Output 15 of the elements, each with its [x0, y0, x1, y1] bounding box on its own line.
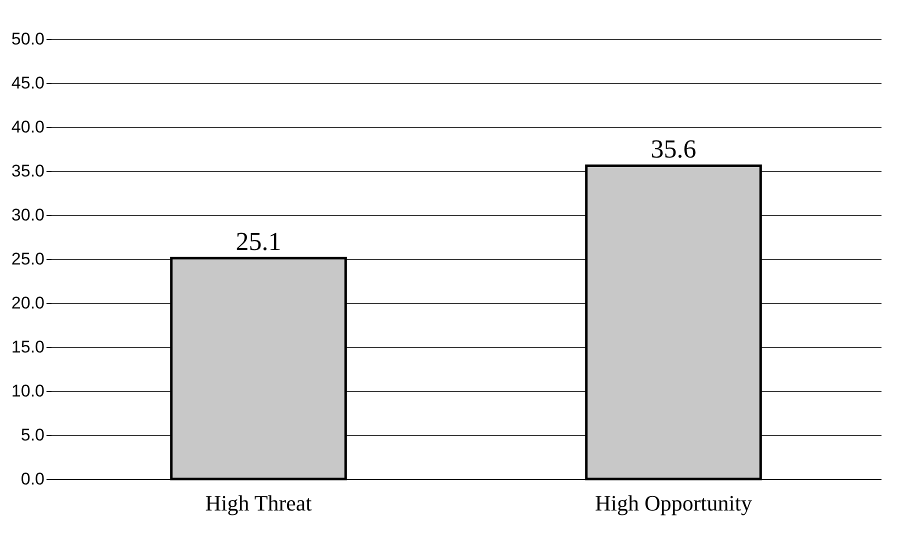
- data-label: 25.1: [236, 227, 282, 256]
- y-tick-label: 20.0: [11, 294, 44, 312]
- y-tick-label: 5.0: [20, 426, 44, 444]
- x-tick-label: High Threat: [205, 490, 312, 516]
- y-tick-label: 50.0: [11, 30, 44, 48]
- y-tick-label: 0.0: [20, 470, 44, 488]
- y-tick-label: 30.0: [11, 206, 44, 224]
- x-tick-label: High Opportunity: [594, 490, 752, 516]
- y-tick-label: 35.0: [11, 162, 44, 180]
- y-tick-label: 40.0: [11, 118, 44, 136]
- y-tick-label: 15.0: [11, 338, 44, 356]
- y-tick-label: 10.0: [11, 382, 44, 400]
- data-label: 35.6: [650, 134, 696, 164]
- y-tick-label: 25.0: [11, 250, 44, 268]
- y-tick-label: 45.0: [11, 74, 44, 92]
